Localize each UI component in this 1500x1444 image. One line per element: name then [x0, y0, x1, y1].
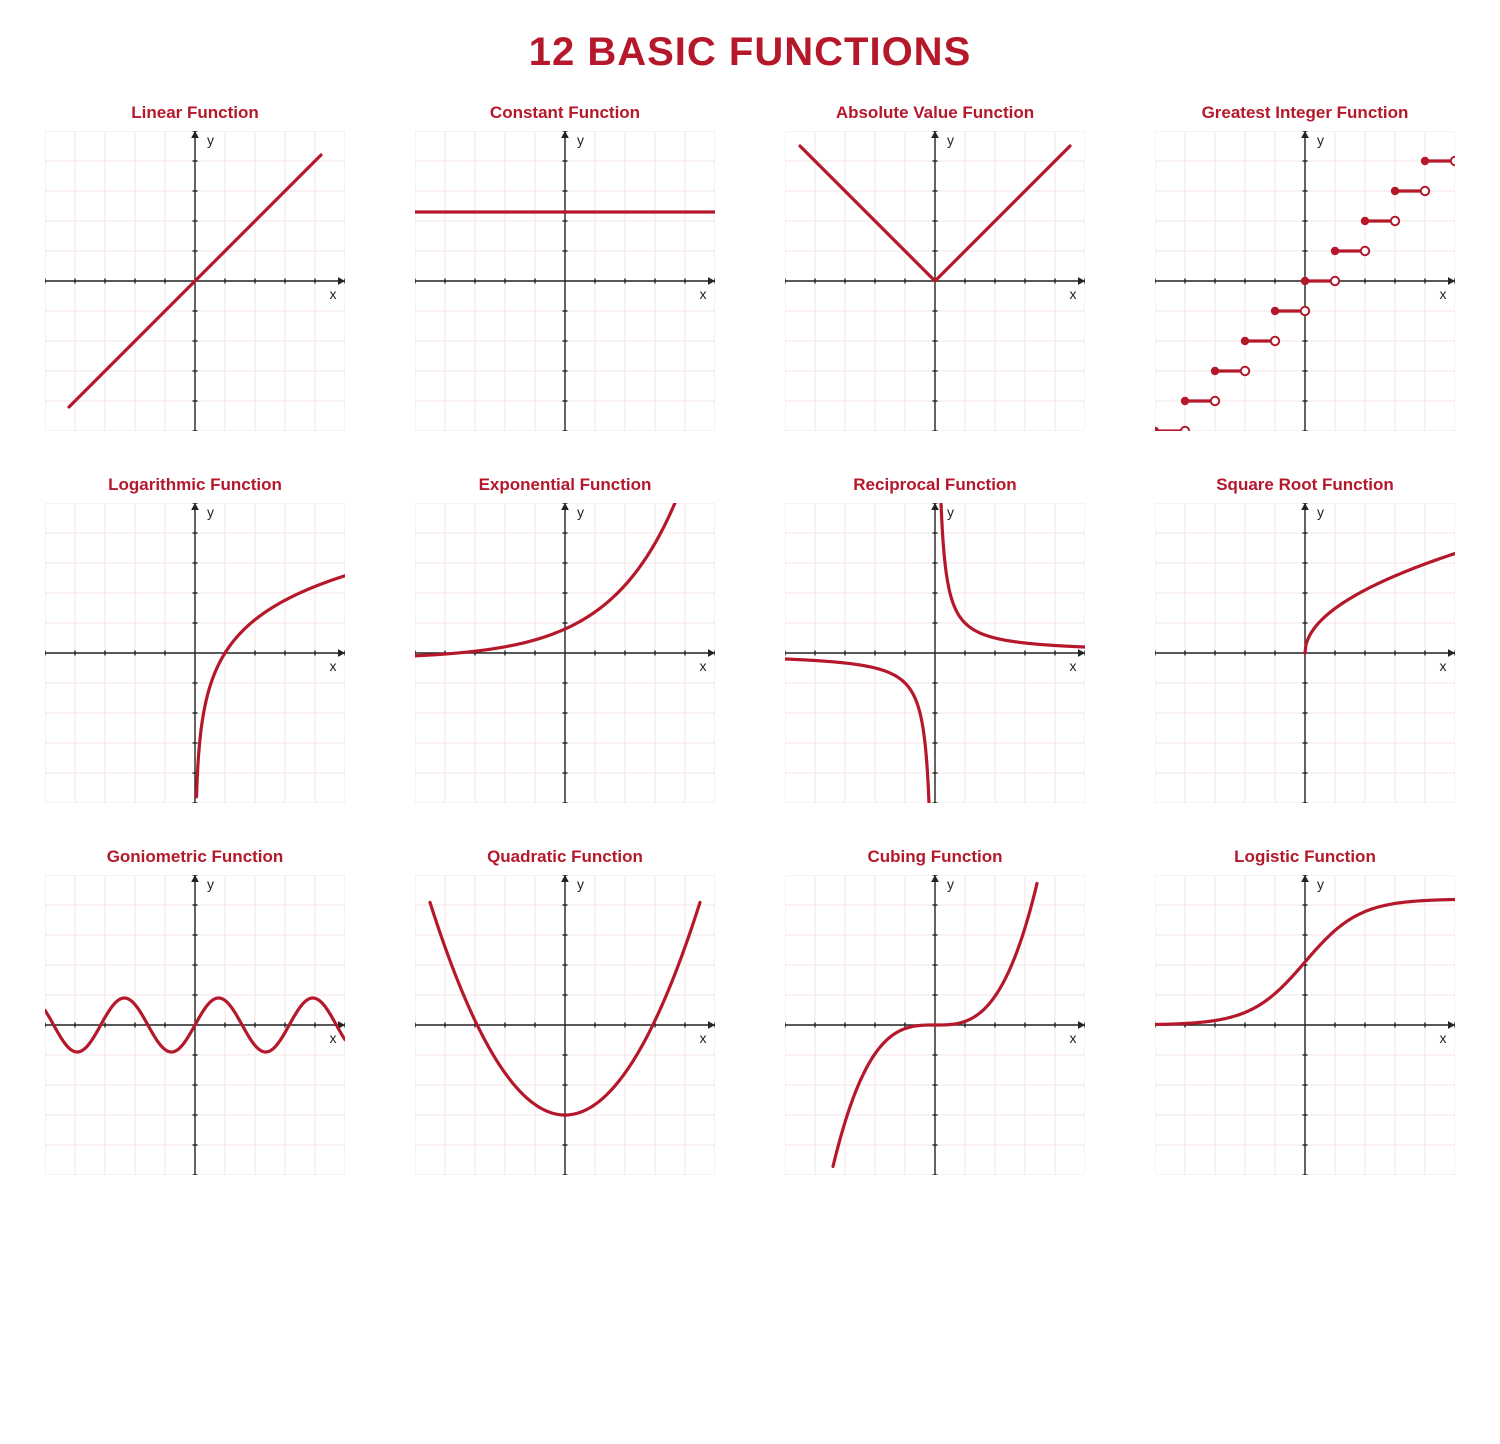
chart-cell-exp: Exponential Functionxy — [410, 475, 720, 803]
svg-text:x: x — [700, 1030, 707, 1046]
chart-plot-floor: xy — [1155, 131, 1455, 431]
svg-text:x: x — [330, 286, 337, 302]
chart-plot-exp: xy — [415, 503, 715, 803]
chart-plot-log: xy — [45, 503, 345, 803]
chart-cell-quad: Quadratic Functionxy — [410, 847, 720, 1175]
chart-title-quad: Quadratic Function — [410, 847, 720, 867]
svg-text:x: x — [1070, 1030, 1077, 1046]
svg-text:x: x — [1440, 1030, 1447, 1046]
chart-title-log: Logarithmic Function — [40, 475, 350, 495]
svg-text:x: x — [330, 658, 337, 674]
chart-cell-linear: Linear Functionxy — [40, 103, 350, 431]
chart-cell-log: Logarithmic Functionxy — [40, 475, 350, 803]
chart-title-floor: Greatest Integer Function — [1150, 103, 1460, 123]
chart-cell-gonio: Goniometric Functionxy — [40, 847, 350, 1175]
svg-text:y: y — [1317, 876, 1324, 892]
svg-text:y: y — [207, 132, 214, 148]
chart-plot-gonio: xy — [45, 875, 345, 1175]
chart-title-recip: Reciprocal Function — [780, 475, 1090, 495]
chart-plot-linear: xy — [45, 131, 345, 431]
svg-text:y: y — [577, 876, 584, 892]
svg-text:x: x — [330, 1030, 337, 1046]
svg-text:y: y — [207, 876, 214, 892]
chart-cell-sqrt: Square Root Functionxy — [1150, 475, 1460, 803]
chart-cell-recip: Reciprocal Functionxy — [780, 475, 1090, 803]
chart-plot-constant: xy — [415, 131, 715, 431]
chart-title-constant: Constant Function — [410, 103, 720, 123]
chart-cell-logistic: Logistic Functionxy — [1150, 847, 1460, 1175]
svg-text:x: x — [700, 658, 707, 674]
chart-title-logistic: Logistic Function — [1150, 847, 1460, 867]
svg-text:x: x — [1070, 658, 1077, 674]
chart-title-cube: Cubing Function — [780, 847, 1090, 867]
chart-title-linear: Linear Function — [40, 103, 350, 123]
chart-plot-recip: xy — [785, 503, 1085, 803]
svg-text:x: x — [700, 286, 707, 302]
chart-title-sqrt: Square Root Function — [1150, 475, 1460, 495]
svg-text:x: x — [1440, 658, 1447, 674]
svg-text:y: y — [577, 132, 584, 148]
chart-cell-absolute: Absolute Value Functionxy — [780, 103, 1090, 431]
chart-plot-sqrt: xy — [1155, 503, 1455, 803]
chart-cell-constant: Constant Functionxy — [410, 103, 720, 431]
chart-plot-logistic: xy — [1155, 875, 1455, 1175]
chart-plot-quad: xy — [415, 875, 715, 1175]
chart-title-absolute: Absolute Value Function — [780, 103, 1090, 123]
svg-text:x: x — [1440, 286, 1447, 302]
svg-text:y: y — [947, 876, 954, 892]
chart-plot-absolute: xy — [785, 131, 1085, 431]
svg-text:y: y — [947, 504, 954, 520]
chart-title-gonio: Goniometric Function — [40, 847, 350, 867]
svg-text:y: y — [207, 504, 214, 520]
chart-cell-cube: Cubing Functionxy — [780, 847, 1090, 1175]
svg-text:y: y — [947, 132, 954, 148]
chart-title-exp: Exponential Function — [410, 475, 720, 495]
svg-text:y: y — [1317, 132, 1324, 148]
chart-plot-cube: xy — [785, 875, 1085, 1175]
page-title: 12 BASIC FUNCTIONS — [40, 30, 1460, 75]
chart-cell-floor: Greatest Integer Functionxy — [1150, 103, 1460, 431]
svg-text:y: y — [577, 504, 584, 520]
svg-text:x: x — [1070, 286, 1077, 302]
svg-text:y: y — [1317, 504, 1324, 520]
chart-grid: Linear FunctionxyConstant FunctionxyAbso… — [40, 103, 1460, 1175]
